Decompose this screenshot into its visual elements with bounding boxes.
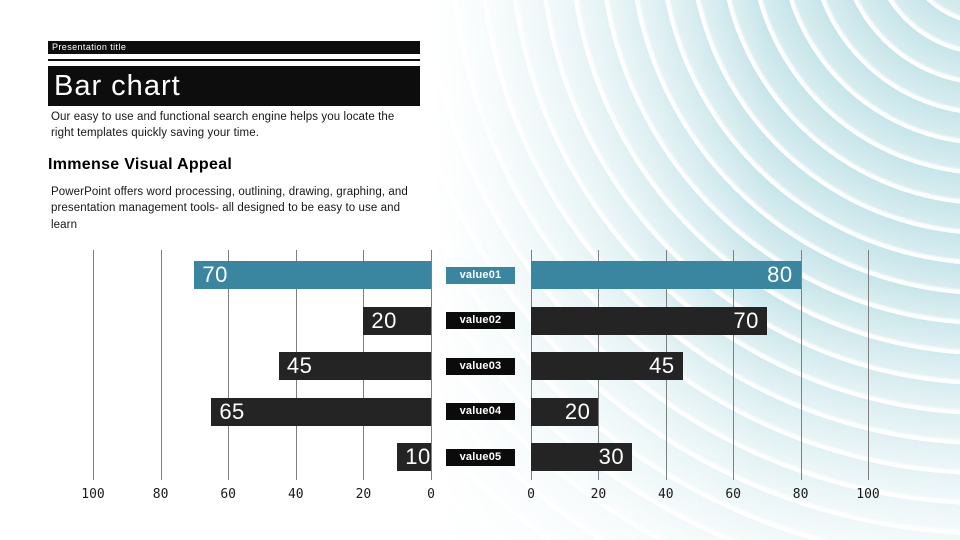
axis-tick-label: 60 [220, 487, 237, 502]
gridline [228, 250, 230, 480]
axis-tick-label: 80 [792, 487, 809, 502]
presentation-title-bar: Presentation title [48, 41, 420, 54]
divider-line [48, 59, 420, 61]
axis-tick-label: 0 [427, 487, 435, 502]
axis-tick-label: 20 [590, 487, 607, 502]
gridline [733, 250, 735, 480]
bar-right-value04: 20 [531, 397, 599, 426]
bar-left-value03: 45 [278, 352, 431, 380]
axis-tick-label: 40 [657, 487, 674, 502]
axis-tick-label: 0 [527, 487, 535, 502]
slide-title-bar: Bar chart [48, 66, 420, 106]
section-heading: Immense Visual Appeal [48, 156, 233, 173]
gridline [800, 250, 802, 480]
bar-right-value01: 80 [531, 261, 801, 289]
axis-tick-label: 20 [355, 487, 372, 502]
bar-left-value04: 65 [211, 397, 431, 426]
axis-tick-label: 100 [81, 487, 105, 502]
bar-left-value02: 20 [363, 306, 431, 335]
axis-tick-label: 40 [287, 487, 304, 502]
slide-subtitle: Our easy to use and functional search en… [51, 111, 395, 140]
left-plot: 100 80 60 40 20 0 70 20 45 65 10 [81, 250, 435, 502]
axis-tick-label: 80 [152, 487, 169, 502]
bar-right-value05: 30 [531, 443, 633, 471]
axis-tick-label: 60 [725, 487, 742, 502]
category-label-value02: value02 [446, 312, 515, 329]
gridline [868, 250, 869, 480]
category-label-value05: value05 [446, 448, 515, 466]
bar-left-value05: 10 [397, 443, 431, 471]
gridline [93, 250, 94, 480]
gridline [431, 250, 432, 480]
body-text: PowerPoint offers word processing, outli… [51, 186, 408, 231]
bar-right-value03: 45 [531, 352, 683, 380]
right-plot: 0 20 40 60 80 100 80 70 45 20 30 [527, 250, 880, 502]
bar-left-value01: 70 [194, 261, 431, 289]
gridline [160, 250, 162, 480]
bar-right-value02: 70 [531, 306, 767, 335]
axis-tick-label: 100 [856, 487, 880, 502]
category-label-value01: value01 [446, 266, 515, 284]
category-label-value03: value03 [446, 357, 515, 375]
category-label-value04: value04 [446, 403, 515, 420]
